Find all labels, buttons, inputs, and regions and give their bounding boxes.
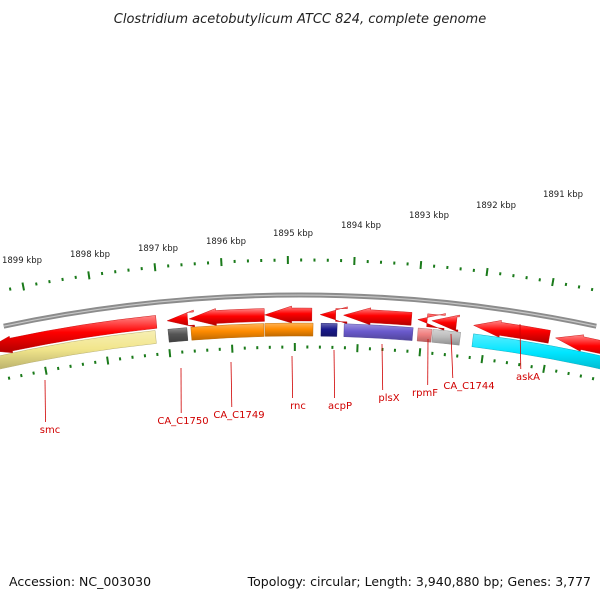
major-tick bbox=[21, 282, 25, 291]
feature-band-rpmf bbox=[416, 327, 433, 343]
major-tick bbox=[106, 356, 110, 365]
scale-label: 1896 kbp bbox=[206, 237, 246, 247]
minor-tick bbox=[8, 287, 12, 291]
gene-label-acpp: acpP bbox=[328, 401, 352, 412]
scale-ticks-inner bbox=[7, 343, 595, 381]
feature-band-ca-c1744 bbox=[431, 329, 461, 346]
feature-arrow bbox=[431, 314, 460, 333]
scale-label: 1899 kbp bbox=[2, 256, 42, 266]
minor-tick bbox=[530, 365, 533, 369]
gene-label-ca-c1750: CA_C1750 bbox=[157, 416, 208, 427]
label-leaders bbox=[44, 323, 522, 423]
feature-arrow bbox=[472, 320, 551, 344]
scale-label: 1897 kbp bbox=[138, 244, 178, 254]
minor-tick bbox=[555, 369, 558, 373]
feature-band-rnc bbox=[264, 322, 314, 337]
scale-label: 1891 kbp bbox=[543, 190, 583, 200]
minor-tick bbox=[56, 366, 60, 371]
minor-tick bbox=[48, 280, 51, 284]
minor-tick bbox=[567, 371, 570, 376]
major-tick bbox=[480, 355, 484, 364]
leader-line bbox=[291, 355, 293, 399]
feature-arrow bbox=[342, 307, 413, 326]
accession-text: Accession: NC_003030 bbox=[9, 574, 151, 589]
leader-line bbox=[519, 323, 522, 370]
major-tick bbox=[542, 364, 546, 373]
major-tick bbox=[153, 263, 157, 272]
gene-label-plsx: plsX bbox=[378, 393, 399, 404]
feature-arrow bbox=[166, 309, 195, 328]
minor-tick bbox=[20, 373, 23, 378]
feature-band-ca-c1749 bbox=[190, 323, 265, 341]
feature-arrow bbox=[554, 334, 600, 354]
minor-tick bbox=[579, 374, 583, 378]
scale-ticks-outer bbox=[8, 256, 594, 292]
feature-arrows bbox=[0, 305, 600, 354]
minor-tick bbox=[591, 376, 595, 381]
leader-line bbox=[44, 379, 46, 423]
feature-arrow bbox=[417, 313, 446, 331]
genome-summary-text: Topology: circular; Length: 3,940,880 bp… bbox=[247, 574, 591, 589]
genome-backbone bbox=[3, 292, 597, 329]
scale-label: 1894 kbp bbox=[341, 221, 381, 231]
feature-band-smc bbox=[0, 330, 157, 370]
feature-arrow bbox=[319, 306, 348, 325]
major-tick bbox=[168, 349, 172, 358]
feature-arrow bbox=[188, 308, 265, 326]
gene-labels: smc CA_C1750 CA_C1749 rnc acpP plsX rpmF CA_C17… bbox=[40, 372, 540, 436]
leader-line bbox=[450, 333, 454, 379]
feature-band-plsx bbox=[343, 323, 414, 341]
gene-label-rnc: rnc bbox=[290, 401, 306, 412]
major-tick bbox=[485, 267, 489, 277]
scale-label: 1895 kbp bbox=[273, 229, 313, 239]
minor-tick bbox=[69, 364, 72, 368]
minor-tick bbox=[32, 371, 35, 375]
minor-tick bbox=[564, 282, 568, 287]
map-title: Clostridium acetobutylicum ATCC 824, com… bbox=[114, 12, 486, 27]
major-tick bbox=[419, 260, 423, 270]
major-tick bbox=[551, 277, 555, 287]
gene-label-smc: smc bbox=[40, 425, 60, 436]
major-tick bbox=[44, 366, 48, 375]
minor-tick bbox=[35, 282, 38, 286]
minor-tick bbox=[590, 287, 594, 292]
gene-label-aska: askA bbox=[516, 372, 540, 383]
scale-labels: 1899 kbp 1898 kbp 1897 kbp 1896 kbp 1895 kbp… bbox=[2, 190, 583, 266]
backbone-ring bbox=[3, 292, 597, 329]
feature-arrow bbox=[0, 315, 158, 354]
major-tick bbox=[87, 271, 91, 280]
feature-band-acpp bbox=[320, 322, 338, 337]
scale-label: 1893 kbp bbox=[409, 211, 449, 221]
major-tick bbox=[418, 348, 422, 357]
leader-line bbox=[333, 349, 335, 399]
gene-label-ca-c1749: CA_C1749 bbox=[213, 410, 264, 421]
leader-line bbox=[230, 361, 233, 408]
gene-label-rpmf: rpmF bbox=[412, 388, 438, 399]
minor-tick bbox=[7, 376, 11, 380]
scale-label: 1892 kbp bbox=[476, 201, 516, 211]
backbone-highlight bbox=[3, 294, 597, 327]
gene-label-ca-c1744: CA_C1744 bbox=[443, 381, 494, 392]
scale-label: 1898 kbp bbox=[70, 250, 110, 260]
feature-color-bands bbox=[0, 322, 600, 370]
feature-band-aska bbox=[471, 333, 600, 370]
feature-arrow bbox=[263, 305, 313, 324]
leader-line bbox=[381, 343, 384, 391]
minor-tick bbox=[577, 285, 581, 289]
feature-band-ca-c1750 bbox=[167, 327, 189, 343]
